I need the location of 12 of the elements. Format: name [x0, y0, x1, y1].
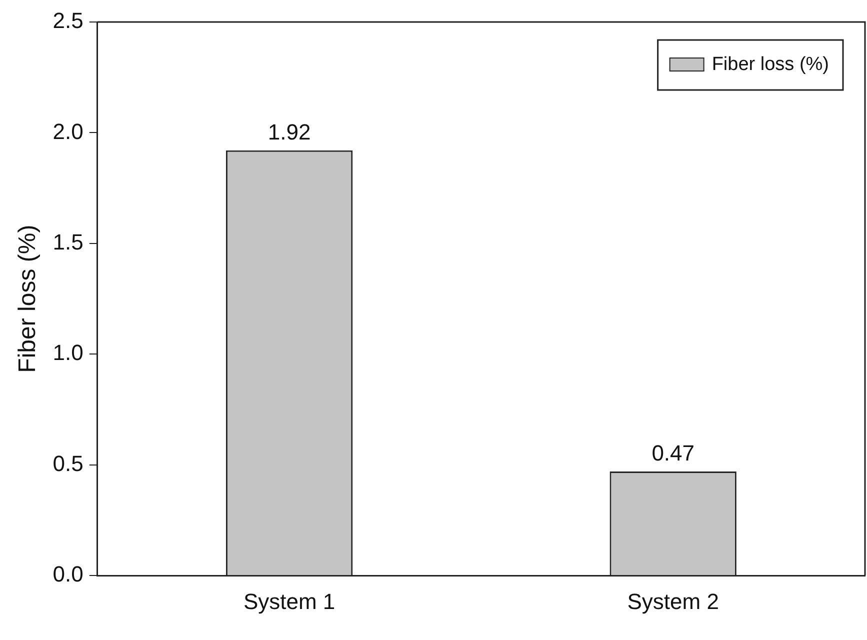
- y-tick-label: 1.0: [52, 340, 84, 366]
- data-label: 1.92: [268, 120, 311, 144]
- data-label: 0.47: [652, 440, 695, 466]
- x-tick-label: System 1: [243, 588, 336, 614]
- y-tick-label: 0.5: [52, 450, 84, 476]
- y-tick-label: 2.5: [52, 8, 84, 34]
- y-tick-label: 2.0: [52, 118, 84, 144]
- x-tick-label: System 2: [627, 588, 719, 614]
- y-axis-title: Fiber loss (%): [14, 224, 42, 373]
- y-tick-label: 1.5: [52, 230, 84, 255]
- y-tick-label: 0.0: [52, 562, 84, 587]
- legend-label: Fiber loss (%): [712, 54, 830, 76]
